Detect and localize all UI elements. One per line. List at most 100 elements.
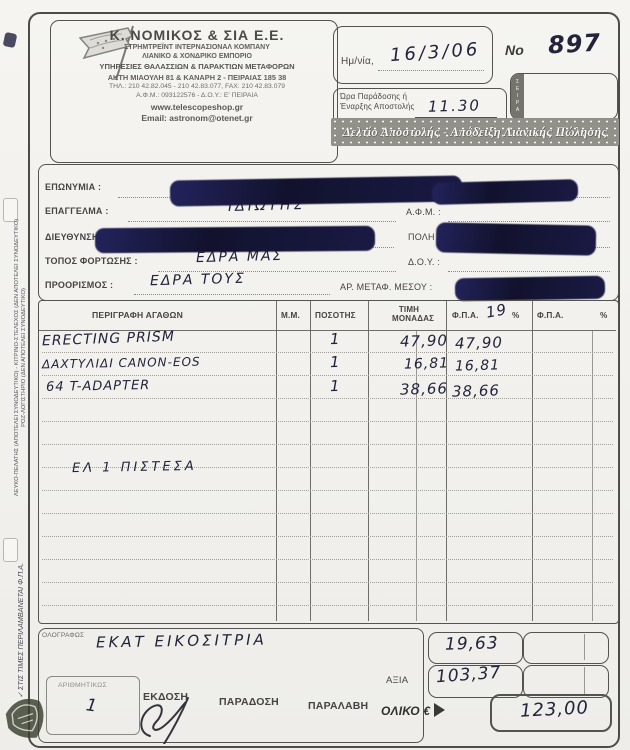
item-row-2-desc: ΔΑΧΤΥΛΙΔΙ CANON-EOS — [41, 354, 201, 372]
receipt-no-label: No — [505, 42, 525, 58]
items-table — [38, 300, 619, 624]
item-row-2-unit: 16,81 — [403, 355, 450, 373]
epaggelma-dotted — [128, 221, 396, 222]
company-address: ΑΚΤΗ ΜΙΑΟΥΛΗ 81 & ΚΑΝΑΡΗ 2 - ΠΕΙΡΑΙΑΣ 18… — [107, 73, 287, 82]
vat-amount-handwritten: 19,63 — [444, 633, 499, 655]
company-subtitle: ΣΤΡΗΜΤΡΕΪΝΤ ΙΝΤΕΡΝΑΣΙΟΝΑΛ ΚΟΜΠΑΝΥ — [124, 44, 270, 51]
proorismos-dotted — [134, 294, 330, 295]
company-trade-line: ΛΙΑΝΙΚΟ & ΧΟΝΔΡΙΚΟ ΕΜΠΟΡΙΟ — [142, 53, 252, 60]
vat-included-note: ✓ ΣΤΙΣ ΤΙΜΕΣ ΠΕΡΙΛΑΜΒΑΝΕΤΑΙ Φ.Π.Α. — [16, 562, 25, 698]
series-strip: ΣΕΙΡΑ — [511, 74, 524, 119]
item-row-1-qty: 1 — [329, 329, 341, 349]
series-label: ΣΕΙΡΑ — [514, 79, 521, 114]
oliko-label: ΟΛΙΚΟ € — [381, 704, 431, 718]
item-row-1-unit: 47,90 — [399, 331, 449, 351]
sheet-border — [28, 12, 620, 748]
olografos-handwritten: ΕΚΑΤ ΕΙΚΟΣΙΤΡΙΑ — [95, 630, 268, 652]
paralavi-label: ΠΑΡΑΛΑΒΗ — [308, 700, 369, 712]
company-services-line: ΥΠΗΡΕΣΙΕΣ ΘΑΛΑΣΣΙΩΝ & ΠΑΡΑΚΤΙΩΝ ΜΕΤΑΦΟΡΩ… — [99, 62, 295, 71]
topos-dotted — [158, 271, 396, 272]
th-vat1: Φ.Π.Α. — [452, 311, 479, 320]
company-flag-logo — [78, 25, 134, 81]
redaction-poli — [435, 222, 597, 256]
table-header-divider — [39, 330, 616, 331]
th-vat1-percent: % — [512, 311, 520, 320]
proorismos-handwritten: ΕΔΡΑ ΤΟΥΣ — [149, 270, 247, 290]
paradosi-label: ΠΑΡΑΔΟΣΗ — [219, 696, 279, 708]
document-title: Δελτίο Αποστολής - Απόδειξη Λιανικής Πώλ… — [342, 124, 608, 139]
afm-label: Α.Φ.Μ. : — [406, 207, 441, 217]
series-box: ΣΕΙΡΑ — [510, 73, 618, 120]
arithmitikos-label: ΑΡΙΘΜΗΤΙΚΩΣ — [58, 682, 107, 689]
th-mm: Μ.Μ. — [281, 311, 300, 320]
ink-smudge — [2, 31, 18, 49]
col-line-mm — [310, 301, 311, 621]
time-handwritten: 11.30 — [427, 96, 482, 116]
item-row-3-qty: 1 — [329, 376, 341, 396]
item-row-2-vat: 16,81 — [454, 357, 501, 375]
item-row-3-desc: 64 T-ADAPTER — [45, 378, 151, 395]
olografos-label: ΟΛΟΓΡΑΦΩΣ — [42, 632, 85, 639]
item-row-1-vat: 47,90 — [454, 333, 504, 353]
receipt-no-handwritten: 897 — [547, 28, 602, 60]
th-vat1-rate-handwritten: 19 — [484, 300, 509, 322]
redaction-eponymia — [169, 175, 463, 207]
date-box — [333, 26, 493, 84]
ekdosi-signature — [140, 697, 189, 744]
item-row-3-unit: 38,66 — [399, 379, 449, 399]
doy-label: Δ.Ο.Υ. : — [408, 257, 440, 267]
company-email: Email: astronom@otenet.gr — [141, 113, 253, 123]
company-phone: ΤΗΛ.: 210 42.82.045 - 210 42.83.077, FAX… — [108, 83, 286, 90]
net-amount-box-2 — [523, 665, 609, 698]
col-line-desc — [276, 301, 277, 621]
col-line-vat1 — [532, 301, 533, 621]
col-line-unit-decimal — [416, 331, 417, 621]
copy-note-line1: ΡΟΖ-ΛΟΓΙΣΤΗΡΙΟ (ΔΕΝ ΑΠΟΤΕΛΕΙ ΣΥΝΟΔΕΥΤΙΚΟ… — [21, 288, 27, 427]
topos-label: ΤΟΠΟΣ ΦΟΡΤΩΣΗΣ : — [45, 256, 138, 266]
th-description: ΠΕΡΙΓΡΑΦΗ ΑΓΑΘΩΝ — [92, 310, 184, 320]
item-row-2-qty: 1 — [329, 352, 341, 372]
company-text-block: Κ. ΝΟΜΙΚΟΣ & ΣΙΑ Ε.Ε. ΣΤΡΗΜΤΡΕΪΝΤ ΙΝΤΕΡΝ… — [62, 27, 332, 157]
poli-label: ΠΟΛΗ : — [408, 232, 441, 242]
vat-amount-box-2 — [523, 632, 609, 664]
total-box — [490, 694, 612, 732]
ekdosi-label: ΕΚΔΟΣΗ — [143, 691, 189, 703]
th-unit-price-text: ΤΙΜΗ ΜΟΝΑΔΑΣ — [392, 305, 435, 323]
proorismos-label: ΠΡΟΟΡΙΣΜΟΣ : — [45, 280, 114, 290]
redaction-ar-metaf — [454, 275, 606, 302]
table-body-dotted-rows — [40, 330, 615, 620]
th-unit-price-1: ΤΙΜΗ ΜΟΝΑΔΑΣ — [392, 305, 435, 323]
col-line-unit — [446, 301, 447, 621]
item-row-3-vat: 38,66 — [451, 381, 501, 401]
redaction-dieythynsi — [94, 225, 376, 254]
dieythynsi-label: ΔΙΕΥΘΥΝΣΗ — [45, 232, 99, 242]
col-line-qty — [368, 301, 369, 621]
col-line-vat2-decimal — [592, 331, 593, 621]
redaction-eponymia-tail — [431, 179, 579, 205]
epaggelma-label: ΕΠΑΓΓΕΛΜΑ : — [45, 206, 109, 216]
time-underline — [415, 117, 497, 118]
copy-color-notes: ΛΕΥΚΟ-ΠΕΛΑΤΗΣ (ΑΠΟΤΕΛΕΙ ΣΥΝΟΔΕΥΤΙΚΟ) - Κ… — [14, 150, 28, 565]
oliko-arrow-icon — [434, 703, 445, 717]
th-quantity: ΠΟΣΟΤΗΣ — [315, 311, 356, 320]
stamp-emblem — [5, 698, 44, 738]
company-website: www.telescopeshop.gr — [150, 102, 244, 112]
th-vat2: Φ.Π.Α. — [537, 311, 564, 320]
time-label-line1: Ώρα Παράδοσης ή — [340, 92, 408, 101]
ar-metaf-label: ΑΡ. ΜΕΤΑΦ. ΜΕΣΟΥ : — [340, 282, 433, 292]
eponymia-label: ΕΠΩΝΥΜΙΑ : — [45, 182, 102, 192]
vat-amount-box — [428, 632, 523, 664]
copy-note-line2: ΛΕΥΚΟ-ΠΕΛΑΤΗΣ (ΑΠΟΤΕΛΕΙ ΣΥΝΟΔΕΥΤΙΚΟ) - Κ… — [14, 218, 20, 497]
company-name: Κ. ΝΟΜΙΚΟΣ & ΣΙΑ Ε.Ε. — [109, 27, 285, 43]
punch-mark-top — [3, 198, 18, 222]
th-vat2-percent: % — [600, 311, 608, 320]
total-handwritten: 123,00 — [519, 697, 590, 722]
date-dotted-line — [378, 70, 484, 71]
net-amount-box — [428, 665, 523, 698]
olografos-box — [38, 628, 424, 743]
company-afm: Α.Φ.Μ.: 093122576 - Δ.Ο.Υ.: Ε' ΠΕΙΡΑΙΑ — [136, 92, 258, 99]
afm-dotted — [448, 221, 610, 222]
document-title-banner: Δελτίο Αποστολής - Απόδειξη Λιανικής Πώλ… — [331, 118, 619, 146]
doy-dotted — [448, 271, 610, 272]
